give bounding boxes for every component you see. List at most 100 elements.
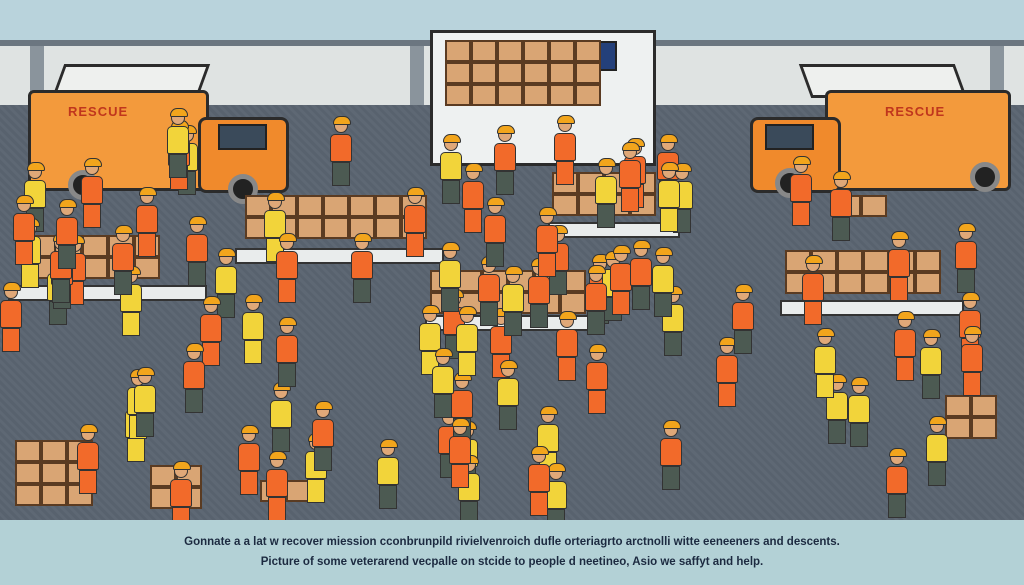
- worker: [652, 247, 674, 317]
- safety-vest: [200, 314, 222, 342]
- legs: [888, 494, 906, 518]
- supply-box: [523, 62, 549, 84]
- hard-hat: [407, 187, 425, 196]
- hard-hat: [891, 231, 909, 240]
- safety-vest: [377, 457, 399, 485]
- safety-vest: [494, 143, 516, 171]
- worker: [56, 199, 78, 269]
- legs: [660, 208, 678, 232]
- safety-vest: [610, 263, 632, 291]
- safety-vest: [716, 355, 738, 383]
- supply-box: [971, 417, 997, 439]
- supply-box: [945, 395, 971, 417]
- head: [633, 240, 651, 257]
- worker: [926, 416, 948, 486]
- hard-hat: [793, 156, 811, 165]
- legs: [268, 497, 286, 520]
- safety-vest: [56, 217, 78, 245]
- hard-hat: [817, 328, 835, 337]
- safety-vest: [81, 176, 103, 204]
- supply-box: [549, 40, 575, 62]
- head: [735, 284, 753, 301]
- supply-box: [445, 40, 471, 62]
- hard-hat: [59, 199, 77, 208]
- legs: [530, 492, 548, 516]
- worker: [183, 343, 205, 413]
- safety-vest: [658, 180, 680, 208]
- legs: [896, 357, 914, 381]
- hard-hat: [958, 223, 976, 232]
- safety-vest: [312, 419, 334, 447]
- legs: [379, 485, 397, 509]
- worker: [955, 223, 977, 293]
- supply-box: [497, 62, 523, 84]
- safety-vest: [920, 347, 942, 375]
- worker: [556, 311, 578, 381]
- safety-vest: [136, 205, 158, 233]
- safety-vest: [183, 361, 205, 389]
- head: [454, 372, 472, 389]
- worker: [610, 245, 632, 315]
- supply-box: [41, 462, 67, 484]
- legs: [185, 389, 203, 413]
- safety-vest: [419, 323, 441, 351]
- safety-vest: [814, 346, 836, 374]
- rescue-truck-right: RESCUE: [745, 62, 1015, 207]
- head: [964, 326, 982, 343]
- safety-vest: [242, 312, 264, 340]
- head: [241, 425, 259, 442]
- worker: [136, 187, 158, 257]
- head: [273, 382, 291, 399]
- worker: [658, 162, 680, 232]
- legs: [278, 363, 296, 387]
- safety-vest: [404, 205, 426, 233]
- worker: [497, 360, 519, 430]
- hard-hat: [452, 418, 470, 427]
- supply-box: [471, 84, 497, 106]
- safety-vest: [77, 442, 99, 470]
- supply-box: [82, 235, 108, 257]
- worker: [536, 207, 558, 277]
- legs: [114, 271, 132, 295]
- safety-vest: [630, 258, 652, 286]
- hard-hat: [465, 163, 483, 172]
- legs: [612, 291, 630, 315]
- supply-box: [523, 84, 549, 106]
- legs: [406, 233, 424, 257]
- legs: [922, 375, 940, 399]
- safety-vest: [276, 251, 298, 279]
- hard-hat: [598, 158, 616, 167]
- supply-box: [945, 417, 971, 439]
- safety-vest: [270, 400, 292, 428]
- worker: [77, 424, 99, 494]
- safety-vest: [888, 249, 910, 277]
- legs: [496, 171, 514, 195]
- head: [170, 108, 188, 125]
- worker: [432, 348, 454, 418]
- worker: [440, 134, 462, 204]
- head: [833, 171, 851, 188]
- illustration: RESCUE RESCUE: [0, 0, 1024, 520]
- safety-vest: [186, 234, 208, 262]
- supply-box: [837, 250, 863, 272]
- head: [422, 305, 440, 322]
- head: [793, 156, 811, 173]
- head: [661, 162, 679, 179]
- head: [655, 247, 673, 264]
- supply-box: [323, 195, 349, 217]
- worker: [449, 418, 471, 488]
- safety-vest: [432, 366, 454, 394]
- head: [315, 401, 333, 418]
- safety-vest: [732, 302, 754, 330]
- caption-line-1: Gonnate a a lat w recover miession cconb…: [184, 536, 840, 548]
- worker: [848, 377, 870, 447]
- head: [459, 306, 477, 323]
- hard-hat: [833, 171, 851, 180]
- legs: [244, 340, 262, 364]
- head: [407, 187, 425, 204]
- hard-hat: [16, 195, 34, 204]
- legs: [734, 330, 752, 354]
- worker: [439, 242, 461, 312]
- hard-hat: [962, 292, 980, 301]
- legs: [58, 245, 76, 269]
